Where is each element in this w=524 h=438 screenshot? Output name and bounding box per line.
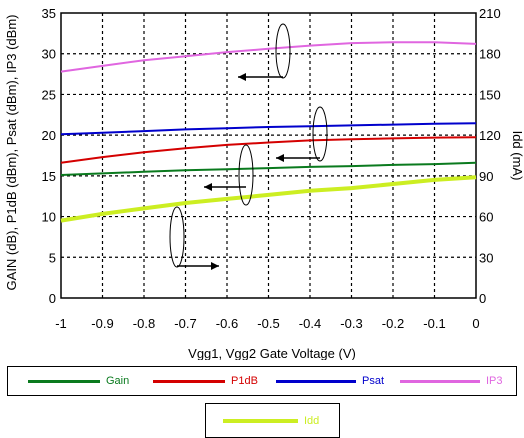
x-tick-label: -0.8 xyxy=(133,316,155,331)
y-right-tick-label: 60 xyxy=(479,210,493,225)
y-right-tick-label: 0 xyxy=(479,291,486,306)
legend-label-ip3: IP3 xyxy=(486,375,503,387)
y-left-tick-label: 5 xyxy=(49,250,56,265)
x-tick-label: -0.3 xyxy=(340,316,362,331)
series-line-psat xyxy=(60,122,477,136)
legend-item-ip3: IP3 xyxy=(400,367,503,395)
legend-label-idd: Idd xyxy=(304,414,320,427)
legend-row-1: Gain P1dB Psat IP3 xyxy=(7,366,517,396)
y-left-tick-label: 0 xyxy=(49,291,56,306)
plot-frame xyxy=(60,12,477,299)
x-tick-label: 0 xyxy=(472,316,479,331)
legend-label-gain: Gain xyxy=(106,375,130,387)
x-tick-label: -1 xyxy=(55,316,67,331)
y-right-tick-label: 210 xyxy=(479,6,501,21)
legend-label-psat: Psat xyxy=(362,375,385,387)
x-tick-label: -0.2 xyxy=(382,316,404,331)
legend-label-p1db: P1dB xyxy=(231,375,258,387)
chart-plot: -1 -0.9 -0.8 -0.7 -0.6 -0.5 -0.4 -0.3 -0.2 -0.1 00… xyxy=(4,6,524,360)
series-line-idd xyxy=(60,175,477,223)
legend-item-idd: Idd xyxy=(223,404,319,437)
y-right-axis-title: Idd (mA) xyxy=(510,131,524,181)
axis-indicator-arrow-head xyxy=(276,154,284,162)
legend-item-psat: Psat xyxy=(276,367,384,395)
x-tick-label: -0.1 xyxy=(423,316,445,331)
y-left-tick-label: 25 xyxy=(42,87,56,102)
y-right-tick-label: 180 xyxy=(479,47,501,62)
axis-indicator-arrow-head xyxy=(211,262,219,270)
legend-item-p1db: P1dB xyxy=(153,367,258,395)
x-tick-label: -0.7 xyxy=(174,316,196,331)
y-right-tick-label: 90 xyxy=(479,169,493,184)
axis-indicator-ellipse xyxy=(275,23,291,79)
legend-item-gain: Gain xyxy=(28,367,129,395)
y-left-tick-label: 30 xyxy=(42,47,56,62)
series-line-ip3 xyxy=(60,41,477,73)
x-tick-label: -0.6 xyxy=(216,316,238,331)
legend-swatch-gain xyxy=(28,379,100,383)
legend-swatch-ip3 xyxy=(400,379,480,383)
y-left-tick-label: 15 xyxy=(42,169,56,184)
axis-indicator-ellipse xyxy=(169,206,185,268)
series-line-p1db xyxy=(60,136,477,164)
series-line-gain xyxy=(60,161,477,176)
y-left-tick-label: 20 xyxy=(42,128,56,143)
axis-indicator-arrow-head xyxy=(238,73,246,81)
legend-row-2: Idd xyxy=(205,403,340,438)
x-tick-label: -0.9 xyxy=(91,316,113,331)
y-right-tick-label: 150 xyxy=(479,87,501,102)
y-right-tick-label: 120 xyxy=(479,128,501,143)
y-left-axis-title: GAIN (dB), P1dB (dBm), Psat (dBm), IP3 (… xyxy=(4,15,19,291)
x-tick-label: -0.4 xyxy=(299,316,321,331)
axis-indicator-arrow-head xyxy=(204,183,212,191)
axis-indicator-ellipse xyxy=(238,144,254,206)
legend-swatch-p1db xyxy=(153,379,225,383)
x-axis-title: Vgg1, Vgg2 Gate Voltage (V) xyxy=(188,346,356,360)
y-right-tick-label: 30 xyxy=(479,250,493,265)
y-left-tick-label: 10 xyxy=(42,210,56,225)
legend-swatch-psat xyxy=(276,379,356,383)
legend-swatch-idd xyxy=(223,418,298,423)
x-tick-label: -0.5 xyxy=(257,316,279,331)
y-left-tick-label: 35 xyxy=(42,6,56,21)
axis-indicator-ellipse xyxy=(312,106,328,162)
